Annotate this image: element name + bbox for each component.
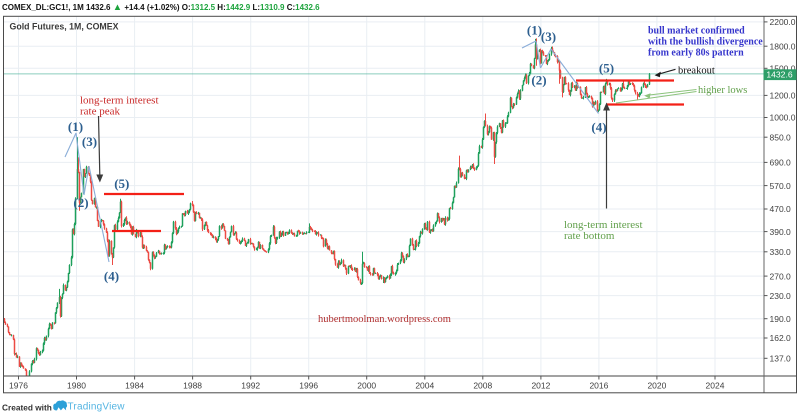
- svg-text:(5): (5): [599, 61, 614, 76]
- svg-text:2012: 2012: [531, 381, 550, 391]
- svg-text:(4): (4): [591, 120, 606, 135]
- svg-text:rate peak: rate peak: [80, 105, 120, 117]
- svg-text:1000.0: 1000.0: [770, 113, 796, 123]
- svg-text:(1): (1): [68, 119, 83, 134]
- svg-text:850.0: 850.0: [770, 132, 792, 142]
- svg-text:2008: 2008: [473, 381, 492, 391]
- svg-text:1200.0: 1200.0: [770, 91, 796, 101]
- svg-text:2200.0: 2200.0: [770, 17, 796, 27]
- svg-text:1980: 1980: [67, 381, 86, 391]
- svg-text:1984: 1984: [125, 381, 144, 391]
- svg-text:390.0: 390.0: [770, 227, 792, 237]
- svg-text:270.0: 270.0: [770, 271, 792, 281]
- svg-text:hubertmoolman.wordpress.com: hubertmoolman.wordpress.com: [318, 314, 451, 325]
- svg-text:breakout: breakout: [678, 66, 715, 77]
- svg-text:COMEX_DL:GC1!, 1M 1432.6 ▲ +14: COMEX_DL:GC1!, 1M 1432.6 ▲ +14.4 (+1.02%…: [2, 2, 320, 13]
- svg-text:from early 80s pattern: from early 80s pattern: [648, 48, 744, 59]
- svg-text:rate bottom: rate bottom: [564, 230, 615, 242]
- svg-text:1432.6: 1432.6: [766, 69, 793, 79]
- svg-text:long-term interest: long-term interest: [80, 95, 159, 107]
- svg-text:190.0: 190.0: [770, 314, 792, 324]
- svg-text:with the bullish divergence: with the bullish divergence: [648, 37, 763, 48]
- svg-text:230.0: 230.0: [770, 291, 792, 301]
- svg-text:1500.0: 1500.0: [770, 64, 796, 74]
- svg-text:(5): (5): [114, 176, 129, 191]
- svg-text:(3): (3): [541, 29, 556, 44]
- svg-text:162.0: 162.0: [770, 333, 792, 343]
- svg-text:(1): (1): [527, 23, 542, 38]
- svg-text:2020: 2020: [647, 381, 666, 391]
- svg-text:330.0: 330.0: [770, 247, 792, 257]
- svg-text:1992: 1992: [241, 381, 260, 391]
- svg-text:690.0: 690.0: [770, 158, 792, 168]
- svg-text:1976: 1976: [9, 381, 28, 391]
- svg-text:2024: 2024: [706, 381, 725, 391]
- svg-text:2004: 2004: [415, 381, 434, 391]
- svg-text:(4): (4): [104, 269, 119, 284]
- svg-text:TradingView: TradingView: [68, 402, 126, 413]
- svg-text:(3): (3): [82, 134, 97, 149]
- svg-text:Gold Futures, 1M, COMEX: Gold Futures, 1M, COMEX: [10, 22, 119, 32]
- svg-text:2016: 2016: [589, 381, 608, 391]
- svg-text:Created with: Created with: [2, 402, 52, 412]
- svg-text:(2): (2): [73, 195, 88, 210]
- svg-text:higher lows: higher lows: [698, 85, 747, 96]
- svg-text:1988: 1988: [183, 381, 202, 391]
- svg-text:137.0: 137.0: [770, 354, 792, 364]
- svg-text:1800.0: 1800.0: [770, 41, 796, 51]
- svg-text:570.0: 570.0: [770, 181, 792, 191]
- svg-text:(2): (2): [531, 73, 546, 88]
- svg-text:1996: 1996: [299, 381, 318, 391]
- svg-text:2000: 2000: [357, 381, 376, 391]
- svg-text:bull market confirmed: bull market confirmed: [648, 26, 745, 37]
- svg-text:long-term interest: long-term interest: [564, 219, 643, 231]
- svg-text:470.0: 470.0: [770, 204, 792, 214]
